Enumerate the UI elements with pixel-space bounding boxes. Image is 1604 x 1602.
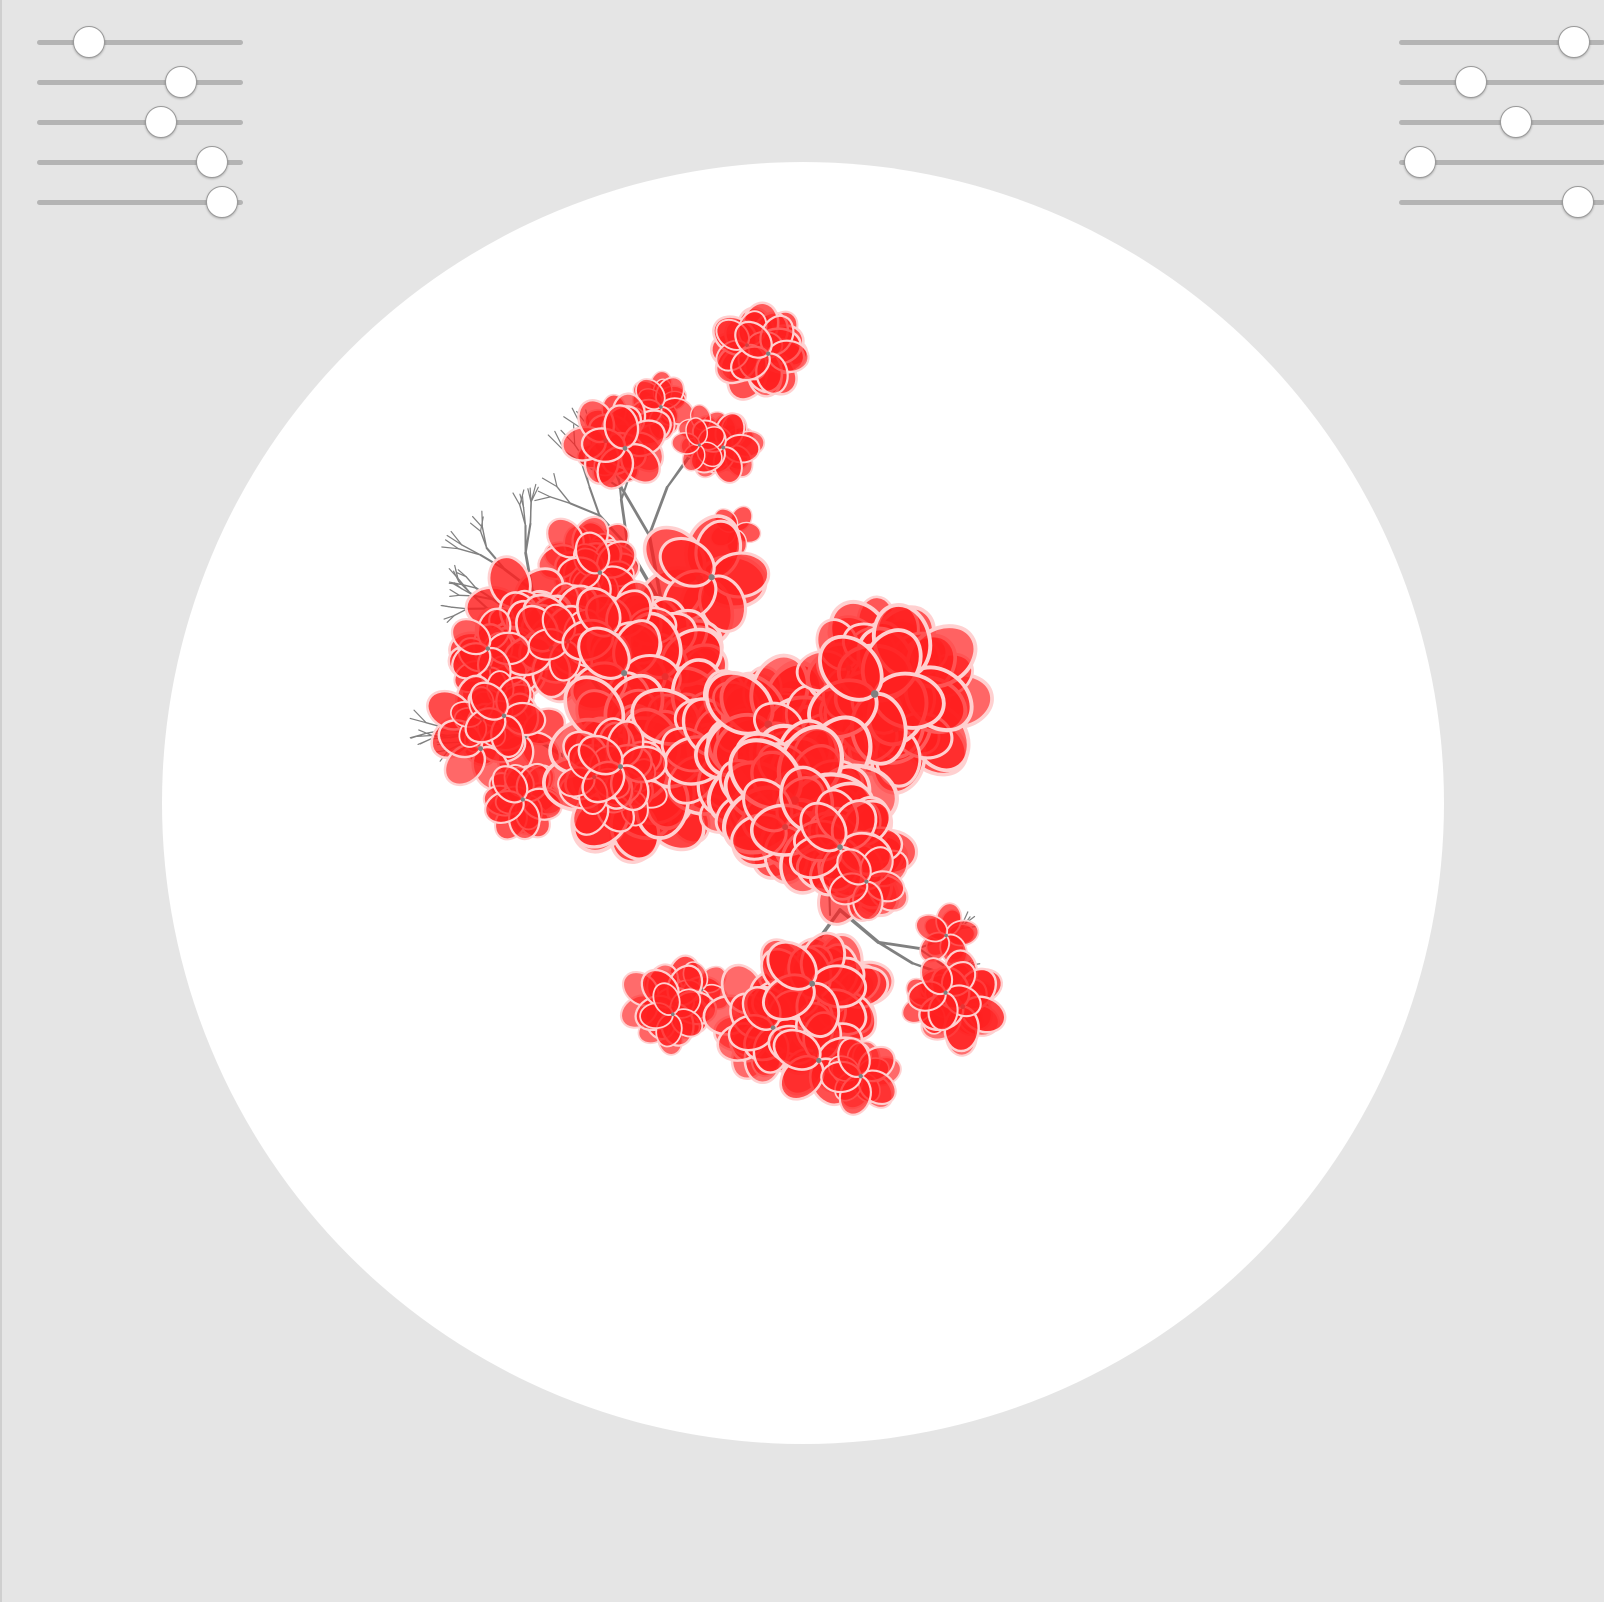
slider-track[interactable] xyxy=(37,120,243,125)
slider-track[interactable] xyxy=(37,160,243,165)
slider-param-5[interactable] xyxy=(37,182,243,222)
slider-param-9[interactable] xyxy=(1399,142,1604,182)
slider-thumb[interactable] xyxy=(1455,66,1488,98)
slider-thumb[interactable] xyxy=(206,186,239,218)
slider-thumb[interactable] xyxy=(1562,186,1595,218)
slider-param-2[interactable] xyxy=(37,62,243,102)
slider-track[interactable] xyxy=(37,80,243,85)
slider-track[interactable] xyxy=(1399,80,1604,85)
slider-thumb[interactable] xyxy=(1558,26,1591,58)
slider-thumb[interactable] xyxy=(196,146,229,178)
slider-thumb[interactable] xyxy=(165,66,198,98)
slider-track[interactable] xyxy=(37,40,243,45)
slider-param-8[interactable] xyxy=(1399,102,1604,142)
slider-thumb[interactable] xyxy=(72,26,105,58)
slider-thumb[interactable] xyxy=(144,106,177,138)
left-slider-panel xyxy=(37,22,243,222)
slider-param-1[interactable] xyxy=(37,22,243,62)
slider-param-3[interactable] xyxy=(37,102,243,142)
slider-param-7[interactable] xyxy=(1399,62,1604,102)
right-slider-panel xyxy=(1399,22,1604,222)
slider-thumb[interactable] xyxy=(1403,146,1436,178)
slider-track[interactable] xyxy=(1399,160,1604,165)
slider-thumb[interactable] xyxy=(1500,106,1533,138)
slider-param-4[interactable] xyxy=(37,142,243,182)
slider-param-6[interactable] xyxy=(1399,22,1604,62)
slider-param-10[interactable] xyxy=(1399,182,1604,222)
slider-track[interactable] xyxy=(1399,200,1604,205)
slider-track[interactable] xyxy=(37,200,243,205)
drawing-canvas[interactable] xyxy=(162,162,1444,1444)
left-edge-divider xyxy=(0,0,2,1602)
slider-track[interactable] xyxy=(1399,40,1604,45)
